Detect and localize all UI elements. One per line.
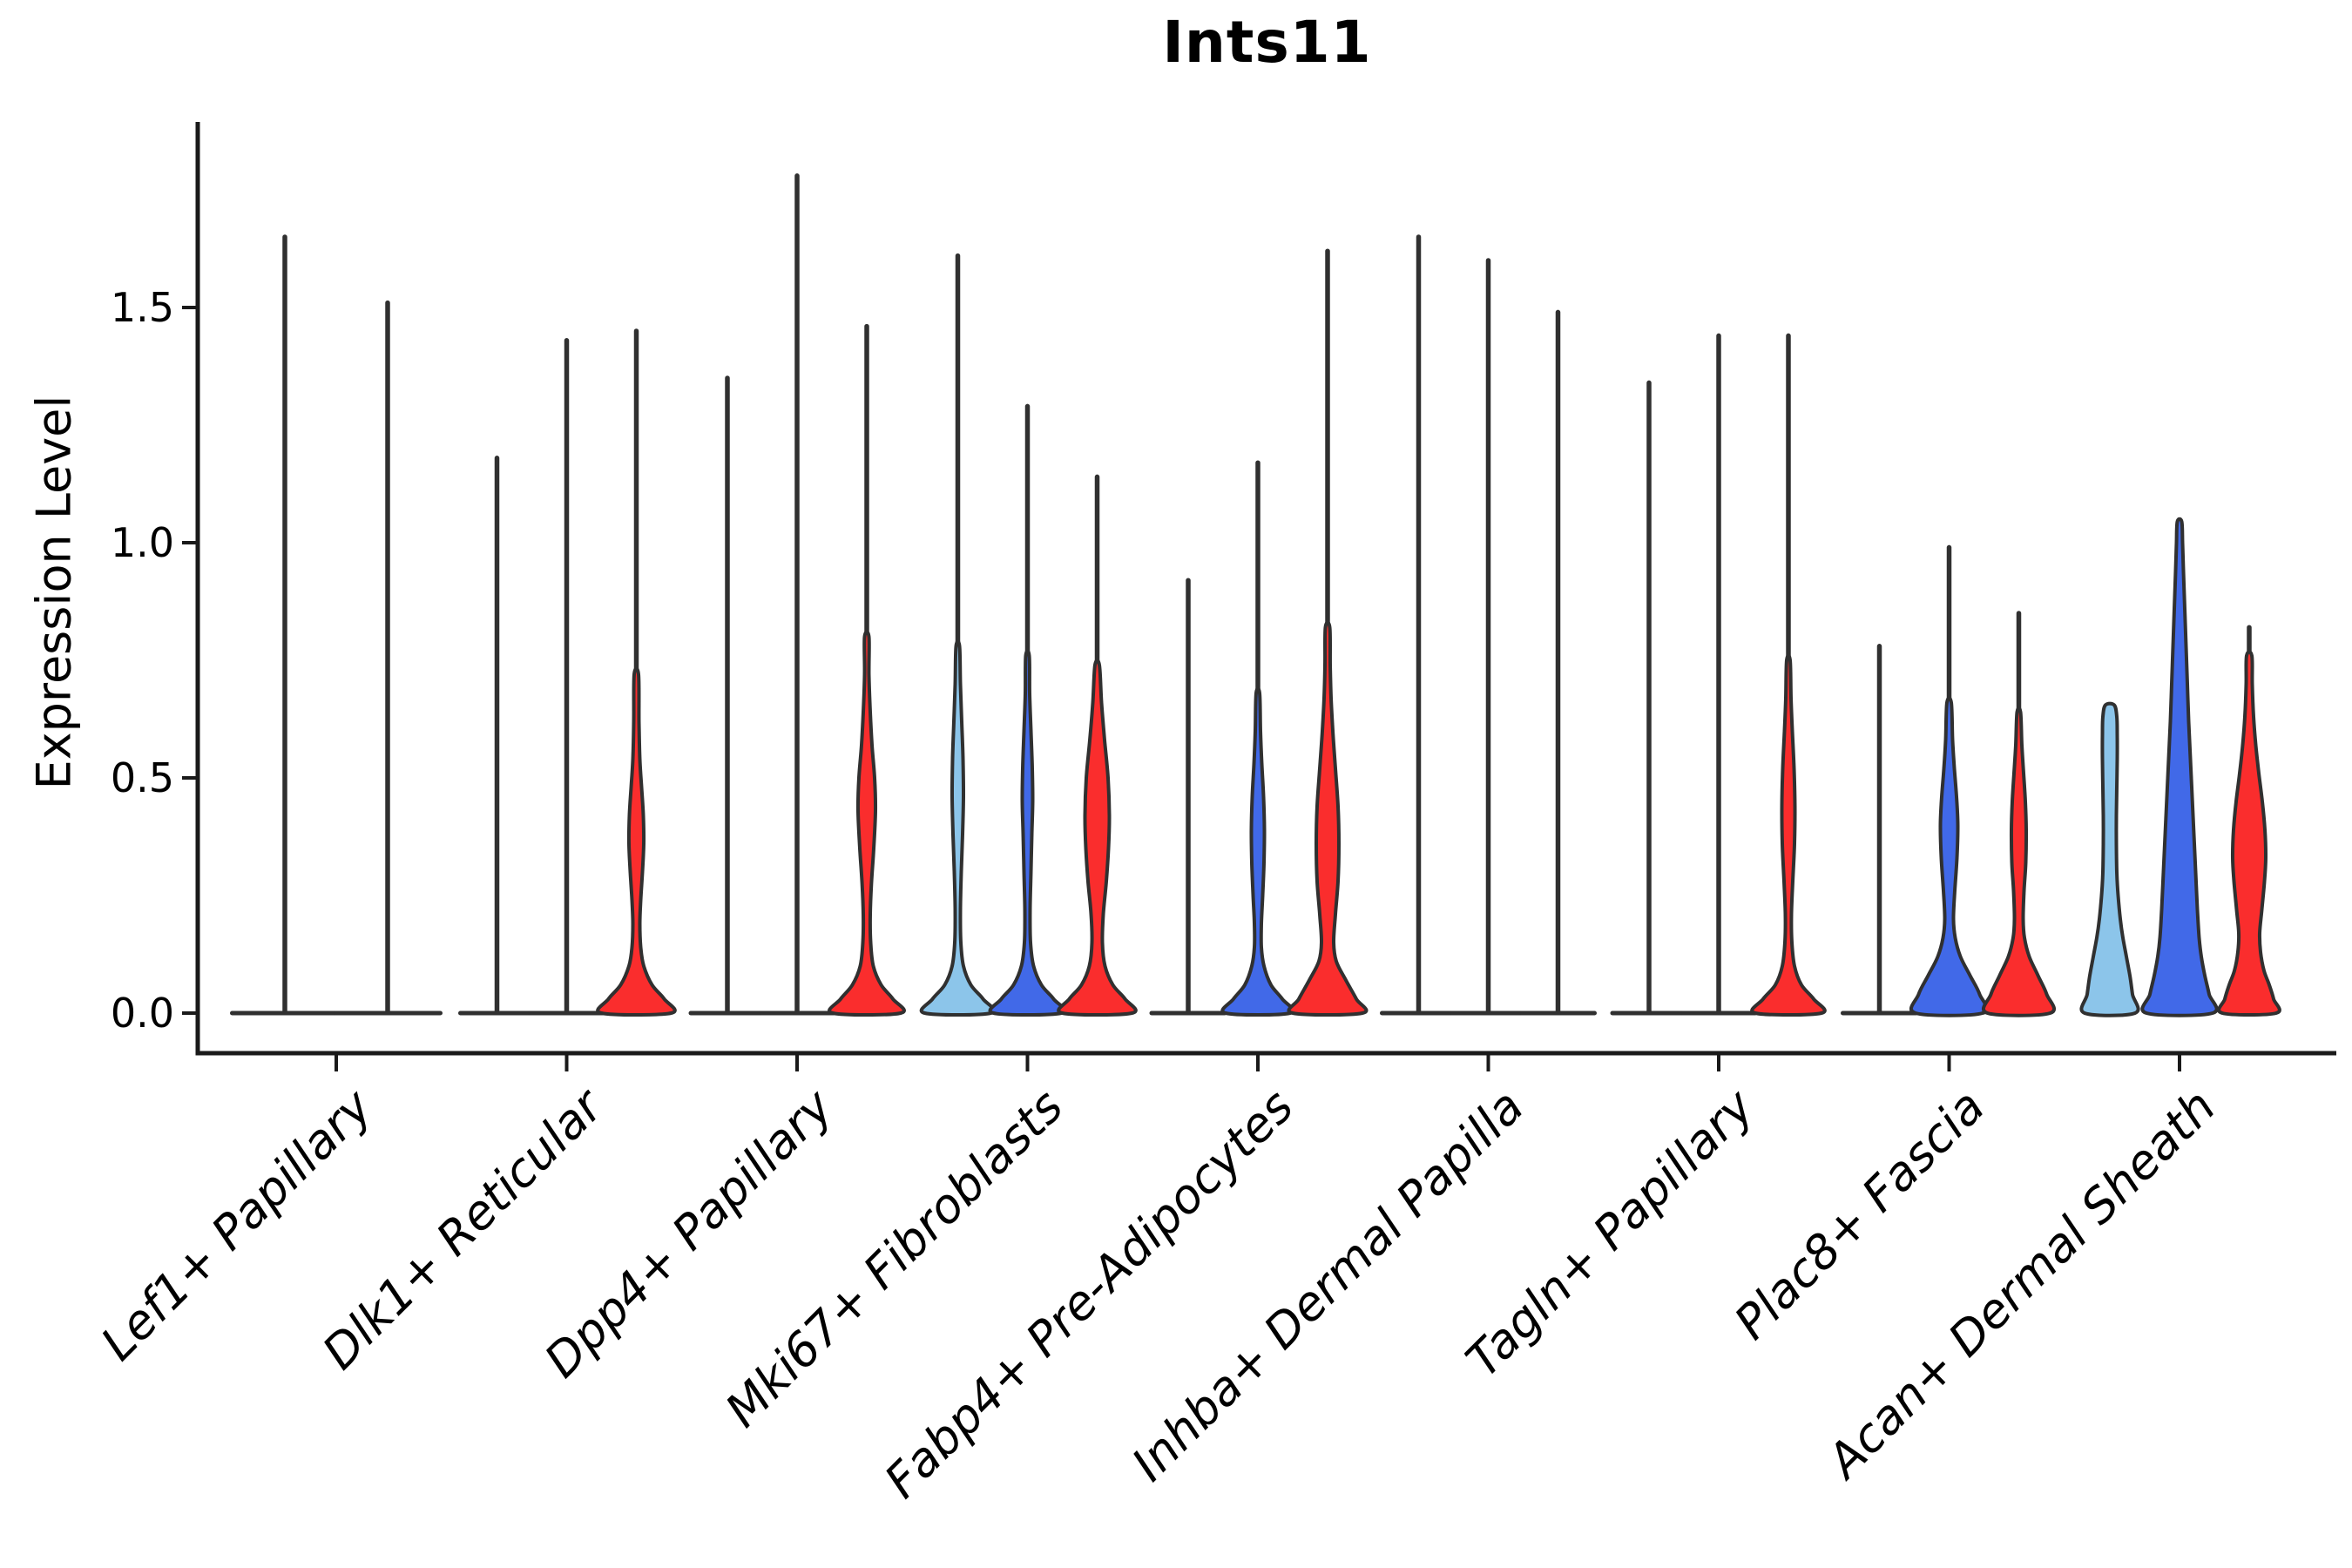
violin-body <box>828 630 906 1017</box>
violin-body <box>1057 659 1138 1017</box>
chart-title: Ints11 <box>1162 9 1372 76</box>
violin-body <box>2140 517 2219 1017</box>
violin-body <box>919 639 997 1017</box>
violin-body <box>1909 696 1989 1017</box>
violin-body <box>1220 686 1295 1017</box>
y-tick-label: 1.5 <box>110 284 174 331</box>
violin-body <box>1750 653 1827 1017</box>
violin-body <box>988 649 1067 1017</box>
violin-body <box>2217 650 2281 1017</box>
y-tick-label: 0.5 <box>110 754 174 801</box>
violin-body <box>2079 701 2140 1017</box>
violin-body <box>1982 706 2056 1017</box>
y-tick-label: 0.0 <box>110 990 174 1037</box>
y-tick-label: 1.0 <box>110 519 174 566</box>
violin-body <box>1287 620 1369 1017</box>
violin-body <box>596 666 677 1017</box>
